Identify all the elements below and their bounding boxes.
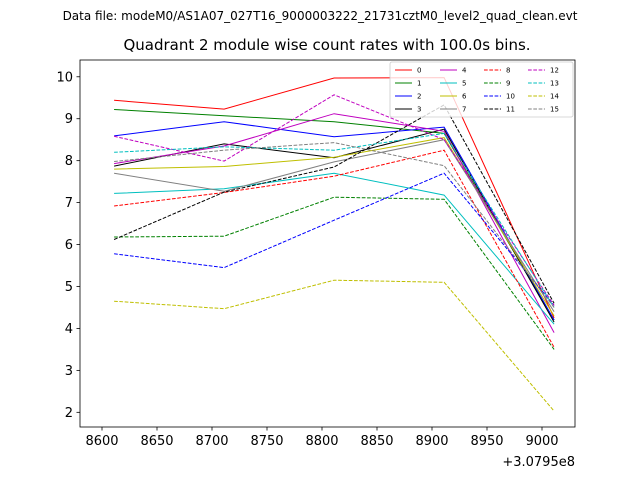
y-tick-label: 3 xyxy=(65,364,73,379)
series-line-13 xyxy=(114,132,555,308)
series-line-2 xyxy=(114,121,555,321)
x-tick-label: 8900 xyxy=(415,434,448,449)
x-tick-label: 8700 xyxy=(195,434,228,449)
data-file-caption: Data file: modeM0/AS1A07_027T16_90000032… xyxy=(63,9,578,23)
series-line-0 xyxy=(114,77,555,319)
series-line-15 xyxy=(114,142,555,308)
series-line-11 xyxy=(113,104,555,304)
legend-label-12: 12 xyxy=(550,67,559,75)
x-tick-label: 8650 xyxy=(140,434,173,449)
chart-title: Quadrant 2 module wise count rates with … xyxy=(123,36,530,54)
axes-frame xyxy=(79,59,576,428)
x-tick-label: 8950 xyxy=(470,434,503,449)
x-tick-label: 8850 xyxy=(360,434,393,449)
series-layer xyxy=(113,77,555,412)
legend-label-6: 6 xyxy=(462,93,467,101)
y-tick-label: 10 xyxy=(56,70,73,85)
series-line-14 xyxy=(114,279,555,412)
legend-box xyxy=(389,61,574,118)
series-line-5 xyxy=(114,172,555,325)
legend-label-5: 5 xyxy=(462,80,466,88)
legend-label-1: 1 xyxy=(417,80,421,88)
legend-label-15: 15 xyxy=(550,106,559,114)
y-tick-label: 2 xyxy=(65,406,73,421)
legend-label-10: 10 xyxy=(506,93,515,101)
y-tick-label: 5 xyxy=(65,280,73,295)
legend-label-7: 7 xyxy=(462,106,466,114)
legend-label-13: 13 xyxy=(550,80,559,88)
legend-label-0: 0 xyxy=(417,67,421,75)
y-tick-label: 7 xyxy=(65,196,73,211)
x-tick-label: 8800 xyxy=(305,434,338,449)
series-line-7 xyxy=(114,139,555,312)
x-tick-label: 8600 xyxy=(85,434,118,449)
series-line-9 xyxy=(114,196,555,350)
series-line-1 xyxy=(114,109,555,321)
legend-label-9: 9 xyxy=(506,80,510,88)
x-tick-label: 8750 xyxy=(250,434,283,449)
y-tick-label: 8 xyxy=(65,154,73,169)
y-tick-label: 4 xyxy=(65,322,73,337)
legend-label-4: 4 xyxy=(462,67,467,75)
y-tick-label: 6 xyxy=(65,238,73,253)
axes-layer: 8600 8650 8700 8750 8800 8850 8900 8950 90002345… xyxy=(56,59,576,449)
legend-label-8: 8 xyxy=(506,67,510,75)
series-line-8 xyxy=(114,149,555,348)
series-line-10 xyxy=(114,172,555,306)
legend-label-11: 11 xyxy=(506,106,515,114)
series-line-4 xyxy=(114,113,555,333)
legend-label-2: 2 xyxy=(417,93,421,101)
series-line-12 xyxy=(113,94,555,306)
x-offset-label: +3.0795e8 xyxy=(502,455,575,470)
x-tick-label: 9000 xyxy=(525,434,558,449)
legend-label-14: 14 xyxy=(550,93,559,101)
y-tick-label: 9 xyxy=(65,112,73,127)
legend-label-3: 3 xyxy=(417,106,421,114)
